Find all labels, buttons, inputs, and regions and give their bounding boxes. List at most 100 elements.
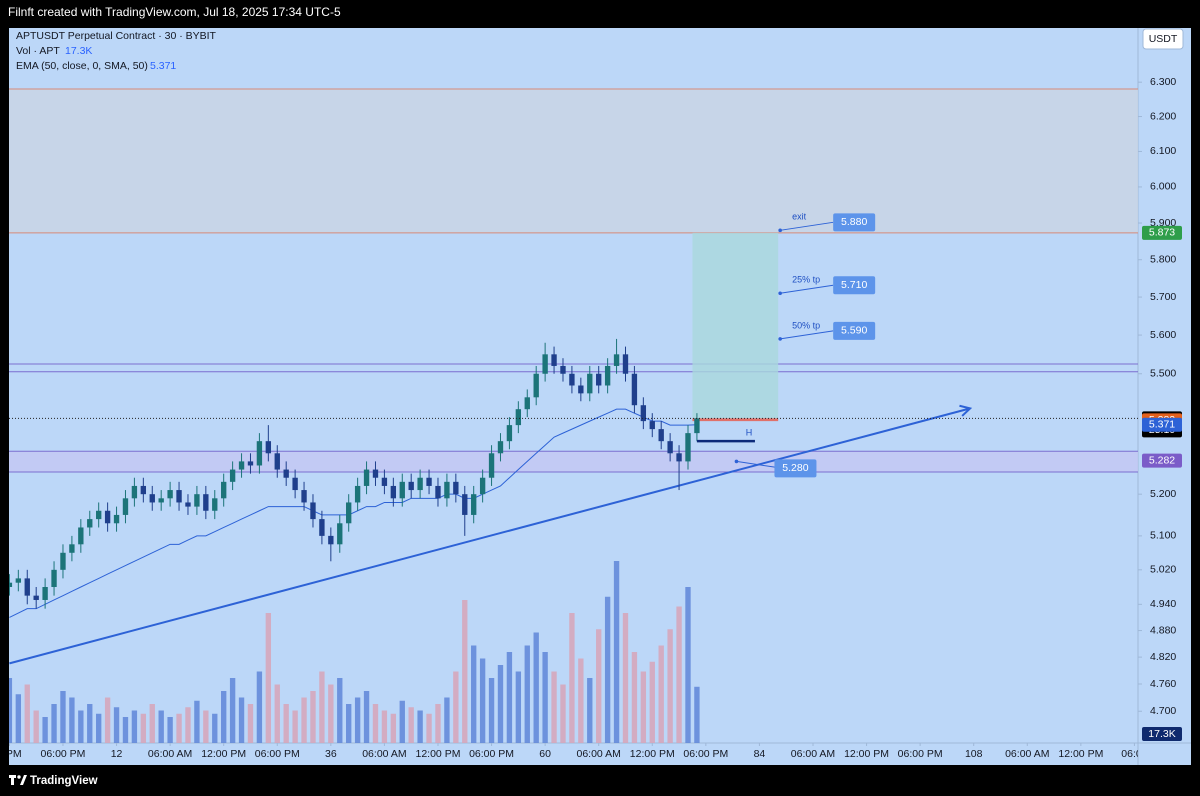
candle-body: [194, 494, 200, 507]
candle-body: [390, 485, 397, 499]
y-tick-label: 6.200: [1150, 110, 1176, 122]
annotation-badge: [833, 276, 876, 295]
y-tick-label: 5.100: [1150, 530, 1176, 542]
x-tick-label: 12:00 PM: [1058, 748, 1103, 760]
candle-body: [631, 373, 638, 406]
candle-body: [96, 510, 102, 520]
price-badge: [1142, 417, 1182, 432]
annotation-value: 5.710: [841, 279, 867, 291]
legend-ema-value: 5.371: [150, 60, 176, 72]
volume-bar: [15, 694, 22, 743]
volume-bar: [649, 661, 655, 743]
currency-button[interactable]: [1142, 28, 1184, 50]
volume-bar: [51, 704, 57, 743]
candle-body: [328, 535, 334, 545]
y-tick-label: 5.700: [1150, 291, 1176, 303]
volume-bar: [578, 658, 584, 743]
candle-body: [408, 481, 414, 491]
candle-body: [596, 373, 602, 386]
y-tick-label: 4.880: [1150, 624, 1176, 636]
volume-bar: [9, 678, 13, 743]
candle-body: [444, 481, 450, 499]
position-stop: [692, 418, 779, 422]
y-tick-label: 4.940: [1150, 598, 1176, 610]
candle-body: [488, 453, 495, 478]
candle-body: [274, 453, 280, 470]
volume-bar: [167, 717, 173, 743]
candle-body: [301, 490, 307, 503]
volume-bar: [533, 632, 539, 743]
header-title: Filnft created with TradingView.com, Jul…: [8, 5, 341, 19]
candle-body: [694, 418, 700, 434]
volume-bar: [622, 613, 629, 743]
candle-body: [604, 365, 611, 386]
candle-body: [346, 502, 352, 524]
candle-body: [685, 433, 691, 462]
volume-bar: [42, 717, 48, 743]
volume-bar: [471, 645, 477, 743]
candle-body: [256, 441, 263, 466]
candle-body: [479, 477, 486, 495]
volume-bar: [87, 704, 93, 743]
x-tick-label: 108: [965, 748, 983, 760]
volume-bar: [122, 717, 129, 743]
candle-body: [542, 354, 548, 374]
candle-body: [167, 490, 173, 499]
volume-bar: [274, 684, 280, 743]
candle-body: [149, 494, 155, 503]
candle-body: [381, 477, 388, 486]
candle-body: [649, 421, 655, 430]
brand-logo: [9, 775, 27, 785]
candle-body: [51, 569, 57, 587]
annotation-connector: [780, 330, 834, 340]
annotation-value: 5.280: [782, 462, 808, 474]
axes: 6.300 6.200 6.100 6.000 5.900 5.800 5.700 5.600…: [0, 76, 1182, 760]
candle-body: [87, 519, 93, 528]
volume-bar: [301, 697, 307, 743]
h-line-label: H: [746, 428, 753, 438]
volume-badge: [1142, 727, 1182, 741]
x-tick-label: 06:00 PM: [255, 748, 300, 760]
candle-body: [238, 461, 245, 470]
candle-body: [515, 409, 522, 426]
x-tick-label: 12:00 PM: [844, 748, 889, 760]
volume-bar: [346, 704, 352, 743]
footer-bar: [0, 765, 1200, 796]
ema-line: [9, 408, 697, 618]
x-tick-label: 12:00 PM: [201, 748, 246, 760]
volume-bar: [203, 710, 209, 743]
volume-bar: [488, 678, 495, 743]
candle-body: [372, 469, 379, 478]
volume-bar: [319, 671, 325, 743]
currency-label: USDT: [1149, 33, 1178, 45]
annotation-value: 5.590: [841, 325, 867, 337]
volume-bar: [560, 684, 566, 743]
y-tick-label: 6.000: [1150, 181, 1176, 193]
candle-body: [33, 595, 39, 600]
volume-bar: [390, 713, 397, 743]
x-tick-label: 12: [111, 748, 123, 760]
y-tick-label: 5.900: [1150, 217, 1176, 229]
candle-body: [613, 354, 620, 366]
candle-body: [569, 373, 575, 386]
x-tick-label: 0 PM: [0, 748, 22, 760]
y-tick-label: 6.300: [1150, 76, 1176, 88]
annotation-point: [778, 291, 782, 296]
candle-body: [471, 494, 477, 515]
x-axis-labels: 0 PM 06:00 PM 12 06:00 AM 12:00 PM 06:00 PM 36…: [0, 743, 1138, 760]
volume-bar: [640, 671, 647, 743]
zone: [9, 451, 1138, 473]
annotation-label: 50% tp: [792, 320, 820, 330]
candle-body: [212, 498, 218, 511]
x-tick-label: 06:00 AM: [577, 748, 621, 760]
volume-bar: [444, 697, 450, 743]
candle-body: [185, 502, 191, 507]
volume-bar: [453, 671, 459, 743]
volume-bar: [256, 671, 263, 743]
volume-bar: [247, 704, 254, 743]
candle-body: [140, 485, 147, 495]
candle-body: [292, 477, 298, 491]
annotation-label: exit: [792, 212, 807, 222]
volume-bar: [569, 613, 575, 743]
